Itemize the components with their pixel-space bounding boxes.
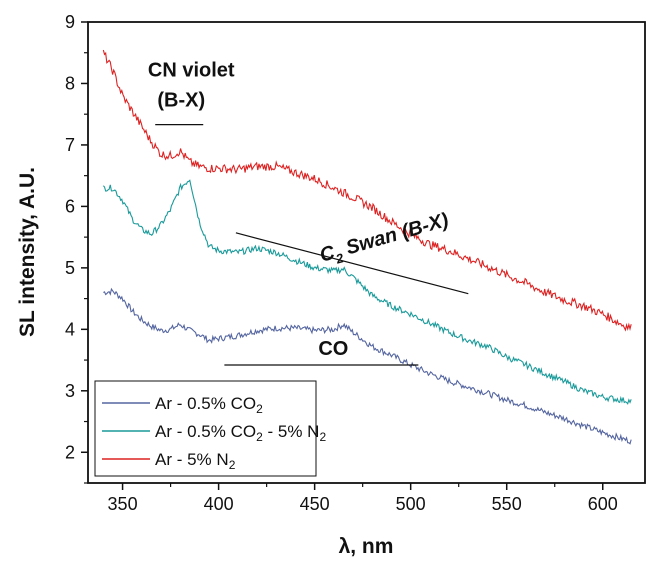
x-tick-label: 550 bbox=[492, 494, 522, 514]
y-tick-label: 4 bbox=[65, 319, 75, 339]
legend-box bbox=[94, 380, 317, 477]
cn-violet-label: CN violet bbox=[148, 60, 235, 82]
y-axis-title: SL intensity, A.U. bbox=[16, 167, 39, 337]
legend: Ar - 0.5% CO2 Ar - 0.5% CO2 - 5% N2 Ar -… bbox=[94, 380, 326, 477]
x-tick-label: 500 bbox=[396, 494, 426, 514]
y-tick-label: 2 bbox=[65, 442, 75, 462]
y-tick-label: 5 bbox=[65, 258, 75, 278]
x-tick-label: 350 bbox=[108, 494, 138, 514]
y-tick-label: 7 bbox=[65, 135, 75, 155]
cn-violet-transition-label: (B-X) bbox=[157, 90, 205, 112]
plot-frame bbox=[87, 21, 646, 484]
x-tick-label: 600 bbox=[588, 494, 618, 514]
legend-label-series-3: Ar - 5% N2 bbox=[155, 450, 236, 472]
x-tick-label: 450 bbox=[300, 494, 330, 514]
y-tick-label: 8 bbox=[65, 73, 75, 93]
co-label: CO bbox=[318, 338, 348, 360]
y-tick-label: 6 bbox=[65, 196, 75, 216]
series-layer bbox=[102, 49, 632, 445]
c2-swan-marker-line bbox=[235, 232, 469, 295]
series-line-3 bbox=[102, 49, 632, 332]
y-tick-label: 3 bbox=[65, 381, 75, 401]
x-tick-label: 400 bbox=[204, 494, 234, 514]
legend-label-series-2: Ar - 0.5% CO2 - 5% N2 bbox=[155, 422, 326, 444]
series-line-2 bbox=[102, 179, 632, 405]
c2-swan-label-c: C bbox=[317, 242, 337, 267]
y-tick-label: 9 bbox=[65, 12, 75, 32]
series-line-1 bbox=[103, 287, 632, 445]
x-axis-title: λ, nm bbox=[339, 535, 394, 558]
tick-layer: 350 400 450 500 550 600 2 3 4 5 6 7 8 9 bbox=[65, 12, 618, 514]
legend-label-series-1: Ar - 0.5% CO2 bbox=[155, 394, 263, 416]
